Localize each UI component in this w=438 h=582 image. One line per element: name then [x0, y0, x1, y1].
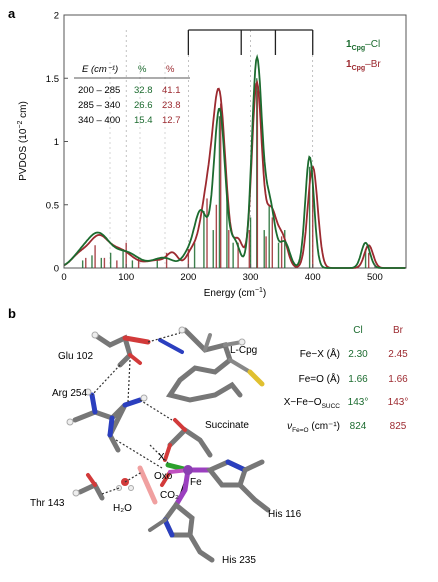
- legend-cl: 1Cpg–Cl: [346, 39, 380, 52]
- chart-legend: 1Cpg–Cl 1Cpg–Br: [346, 39, 381, 72]
- axis-ticks: 0 100 200 300 400 500 0 0.5 1 1.5 2: [46, 11, 383, 284]
- hydrogen-bonds: [91, 332, 181, 495]
- x-tick-label: 100: [118, 272, 134, 283]
- legend-br: 1Cpg–Br: [346, 59, 381, 72]
- panel-a-label: a: [8, 6, 16, 21]
- x-tick-label: 200: [180, 272, 196, 283]
- structure-labels: Glu 102 L-Cpg Arg 254 Succinate X Oxo Fe…: [30, 345, 302, 566]
- panel-b-label: b: [8, 306, 16, 321]
- energy-region-table: E (cm⁻¹) % % 200 – 285 32.8 41.1 285 – 3…: [74, 64, 190, 126]
- geometry-row-cl: 1.66: [348, 374, 368, 385]
- label-h2o: H₂O: [113, 503, 132, 514]
- co2-molecule: [137, 465, 158, 505]
- y-tick-label: 1: [54, 137, 59, 148]
- label-x: X: [158, 452, 165, 463]
- geometry-row-br: 1.66: [388, 374, 408, 385]
- glu102-residue: [91, 331, 151, 368]
- his116-residue: [206, 459, 271, 513]
- water-molecule: [116, 478, 134, 491]
- geometry-row-br: 825: [390, 421, 407, 432]
- series-line: [63, 54, 406, 269]
- geometry-row-br: 143°: [388, 397, 409, 408]
- y-axis-label: PVDOS (10−2 cm): [17, 101, 29, 181]
- table-row-br: 41.1: [162, 85, 181, 96]
- y-tick-label: 1.5: [46, 74, 59, 85]
- thr143-residue: [72, 473, 105, 501]
- plot-frame: [63, 14, 407, 269]
- table-row-cl: 26.6: [134, 100, 153, 111]
- label-succinate: Succinate: [205, 420, 249, 431]
- geometry-row-br: 2.45: [388, 349, 408, 360]
- y-tick-label: 2: [54, 11, 59, 22]
- geometry-row-label: Fe=O (Å): [299, 372, 340, 385]
- table-header-br: %: [166, 64, 175, 75]
- geometry-row-cl: 824: [350, 421, 367, 432]
- x-tick-label: 300: [243, 272, 259, 283]
- his235-residue: [148, 501, 215, 563]
- table-row-cl: 15.4: [134, 115, 153, 126]
- iron-center: [160, 462, 213, 508]
- geometry-col-cl: Cl: [353, 325, 362, 336]
- geometry-row-label: Fe−X (Å): [300, 347, 340, 360]
- label-fe: Fe: [190, 477, 202, 488]
- x-tick-label: 400: [305, 272, 321, 283]
- table-row-br: 12.7: [162, 115, 181, 126]
- region-bracket: [187, 29, 314, 55]
- geometry-table: Cl Br Fe−X (Å) 2.30 2.45 Fe=O (Å) 1.66 1…: [284, 325, 409, 434]
- arg254-residue: [66, 388, 148, 453]
- lcpg-molecule: [158, 326, 265, 403]
- geometry-col-br: Br: [393, 325, 404, 336]
- label-co2: CO₂: [160, 490, 179, 501]
- geometry-row-label: νFe=O (cm⁻¹): [287, 421, 340, 434]
- x-axis-label: Energy (cm−1): [204, 287, 266, 299]
- label-his235: His 235: [222, 555, 256, 566]
- y-tick-label: 0: [54, 264, 59, 275]
- label-oxo: Oxo: [154, 471, 173, 482]
- label-his116: His 116: [268, 509, 302, 520]
- label-lcpg: L-Cpg: [230, 345, 257, 356]
- geometry-row-cl: 143°: [348, 397, 369, 408]
- x-tick-label: 0: [61, 272, 66, 283]
- geometry-row-cl: 2.30: [348, 349, 368, 360]
- geometry-row-label: X−Fe−OSUCC: [284, 397, 341, 410]
- table-row-cl: 32.8: [134, 85, 153, 96]
- table-row-range: 200 – 285: [78, 85, 120, 96]
- x-tick-label: 500: [367, 272, 383, 283]
- table-row-range: 285 – 340: [78, 100, 120, 111]
- succinate-molecule: [163, 418, 213, 462]
- table-header-e: E (cm⁻¹): [82, 64, 118, 75]
- active-site-structure: [66, 326, 271, 563]
- table-header-cl: %: [138, 64, 147, 75]
- pvdos-curves: [63, 54, 406, 269]
- table-row-br: 23.8: [162, 100, 181, 111]
- y-tick-label: 0.5: [46, 200, 59, 211]
- table-row-range: 340 – 400: [78, 115, 120, 126]
- dashed-guides: [109, 30, 314, 268]
- label-thr143: Thr 143: [30, 498, 65, 509]
- label-glu102: Glu 102: [58, 351, 93, 362]
- label-arg254: Arg 254: [52, 388, 87, 399]
